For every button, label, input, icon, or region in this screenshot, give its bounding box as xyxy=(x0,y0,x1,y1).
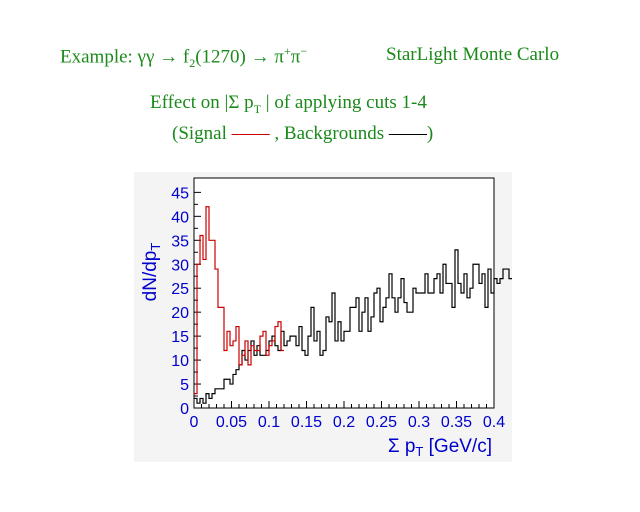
x-tick-label: 0 xyxy=(190,414,199,431)
axis-ticks: 0 5 10 15 20 25 30 35 40 45 0 0.05 0.1 0.15 0.2 0.25 0.3… xyxy=(171,185,505,431)
legend-signal-swatch: —— xyxy=(231,123,270,144)
effect-subscript: T xyxy=(253,101,262,116)
y-tick-label: 40 xyxy=(171,209,189,226)
y-tick-label: 10 xyxy=(171,353,189,370)
x-axis-label-subscript: T xyxy=(415,444,423,459)
example-sup-minus: − xyxy=(300,44,308,58)
example-pi: π xyxy=(290,46,301,68)
x-axis-label: Σ pT [GeV/c] xyxy=(388,436,492,459)
x-axis-label-main: Σ p xyxy=(388,436,416,457)
x-tick-label: 0.3 xyxy=(408,414,430,431)
legend-open: (Signal xyxy=(172,123,232,144)
effect-title: Effect on |Σ pT | of applying cuts 1-4 xyxy=(150,92,427,117)
y-tick-label: 45 xyxy=(171,185,189,202)
example-sup-plus: + xyxy=(283,44,291,58)
histogram-plot: 0 5 10 15 20 25 30 35 40 45 0 0.05 0.1 0.15 0.2 0.25 0.3… xyxy=(134,172,512,462)
legend-background-swatch: —— xyxy=(388,123,427,144)
example-prefix: Example: γγ → f xyxy=(60,46,190,68)
effect-text: Effect on |Σ p xyxy=(150,92,254,113)
example-subscript: 2 xyxy=(189,56,196,71)
x-tick-label: 0.35 xyxy=(441,414,472,431)
y-axis-label-subscript: T xyxy=(148,243,163,251)
y-tick-label: 35 xyxy=(171,233,189,250)
y-tick-label: 30 xyxy=(171,257,189,274)
y-tick-label: 20 xyxy=(171,305,189,322)
y-tick-label: 25 xyxy=(171,281,189,298)
x-tick-label: 0.1 xyxy=(258,414,280,431)
legend-mid: , Backgrounds xyxy=(269,123,389,144)
x-axis-label-units: [GeV/c] xyxy=(423,436,492,457)
example-middle: (1270) → π xyxy=(195,46,284,68)
y-axis-label: dN/dpT xyxy=(140,243,163,302)
legend-close: ) xyxy=(426,123,434,144)
x-tick-label: 0.2 xyxy=(333,414,355,431)
y-tick-label: 0 xyxy=(180,401,189,418)
series-signal xyxy=(194,206,284,395)
y-tick-label: 15 xyxy=(171,329,189,346)
x-tick-label: 0.25 xyxy=(366,414,397,431)
example-title: Example: γγ → f2(1270) → π+π− xyxy=(60,44,307,71)
effect-tail: | of applying cuts 1-4 xyxy=(265,92,427,113)
x-tick-label: 0.05 xyxy=(216,414,247,431)
y-tick-label: 5 xyxy=(180,377,189,394)
x-tick-label: 0.4 xyxy=(483,414,505,431)
series-background xyxy=(194,249,512,404)
generator-title: StarLight Monte Carlo xyxy=(386,44,560,65)
legend-line: (Signal —— , Backgrounds ——) xyxy=(172,123,433,145)
x-tick-label: 0.15 xyxy=(291,414,322,431)
plot-frame xyxy=(193,177,495,409)
